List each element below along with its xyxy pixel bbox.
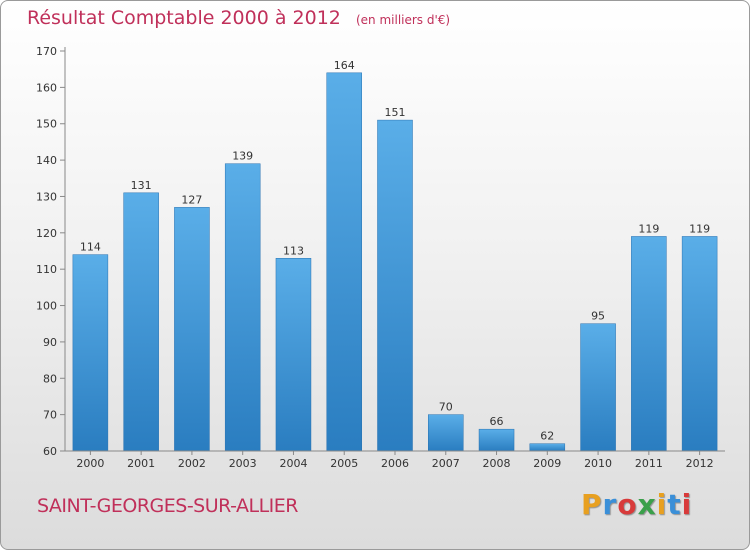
- x-tick-label: 2009: [533, 457, 561, 470]
- data-label: 70: [439, 401, 453, 414]
- chart-title: Résultat Comptable 2000 à 2012: [27, 7, 341, 29]
- x-tick-label: 2007: [432, 457, 460, 470]
- x-tick-label: 2008: [483, 457, 511, 470]
- data-label: 114: [80, 241, 101, 254]
- bar[interactable]: [326, 72, 362, 452]
- bar[interactable]: [72, 254, 109, 452]
- title-row: Résultat Comptable 2000 à 2012 (en milli…: [27, 7, 450, 29]
- data-label: 151: [385, 106, 406, 119]
- bar[interactable]: [428, 414, 464, 452]
- logo-letter: P: [581, 488, 603, 521]
- x-tick-label: 2001: [127, 457, 155, 470]
- y-tick-label: 100: [36, 300, 57, 313]
- data-label: 113: [283, 244, 304, 257]
- y-tick-label: 110: [36, 263, 57, 276]
- y-tick-label: 140: [36, 154, 57, 167]
- data-label: 164: [334, 59, 355, 72]
- x-tick-label: 2005: [330, 457, 358, 470]
- x-tick-label: 2010: [584, 457, 612, 470]
- data-label: 66: [490, 415, 504, 428]
- x-tick-label: 2006: [381, 457, 409, 470]
- y-tick-label: 160: [36, 81, 57, 94]
- y-tick-label: 120: [36, 227, 57, 240]
- x-tick-label: 2002: [178, 457, 206, 470]
- x-tick-label: 2012: [686, 457, 714, 470]
- y-tick-label: 60: [43, 445, 57, 458]
- bar[interactable]: [681, 236, 718, 452]
- data-label: 95: [591, 310, 605, 323]
- data-label: 139: [232, 150, 253, 163]
- proxiti-logo[interactable]: Proxiti: [581, 488, 692, 521]
- logo-letter: o: [617, 488, 638, 521]
- y-tick-label: 70: [43, 409, 57, 422]
- data-label: 62: [540, 430, 554, 443]
- y-tick-label: 90: [43, 336, 57, 349]
- bars: 114 131 127 139 113 164 151 70 66 62 95 119 119: [72, 59, 718, 452]
- commune-name: SAINT-GEORGES-SUR-ALLIER: [37, 495, 299, 517]
- data-label: 119: [638, 222, 659, 235]
- logo-letter: i: [656, 488, 668, 521]
- x-axis: 2000 2001 2002 2003 2004 2005 2006 2007 2008 2009…: [65, 450, 725, 470]
- bar[interactable]: [580, 323, 616, 452]
- bar[interactable]: [377, 119, 413, 452]
- bar[interactable]: [529, 443, 566, 452]
- y-axis: 60 70 80 90 100 110 120 130 140 150 160 170: [36, 45, 66, 458]
- y-tick-label: 150: [36, 118, 57, 131]
- y-tick-label: 170: [36, 45, 57, 58]
- x-tick-label: 2004: [279, 457, 307, 470]
- data-label: 131: [131, 179, 152, 192]
- chart-subtitle: (en milliers d'€): [355, 13, 451, 27]
- logo-letter: t: [667, 488, 682, 521]
- data-label: 119: [689, 222, 710, 235]
- bar[interactable]: [174, 207, 210, 452]
- y-tick-label: 130: [36, 190, 57, 203]
- bar[interactable]: [275, 258, 312, 452]
- bar[interactable]: [123, 192, 159, 452]
- data-label: 127: [181, 193, 202, 206]
- bar[interactable]: [224, 163, 261, 452]
- y-tick-label: 80: [43, 372, 57, 385]
- logo-letter: r: [602, 488, 618, 521]
- x-tick-label: 2003: [229, 457, 257, 470]
- x-tick-label: 2000: [76, 457, 104, 470]
- bar[interactable]: [631, 236, 667, 452]
- x-tick-label: 2011: [635, 457, 663, 470]
- logo-letter: i: [681, 488, 693, 521]
- bar[interactable]: [478, 428, 515, 452]
- logo-letter: x: [637, 488, 657, 521]
